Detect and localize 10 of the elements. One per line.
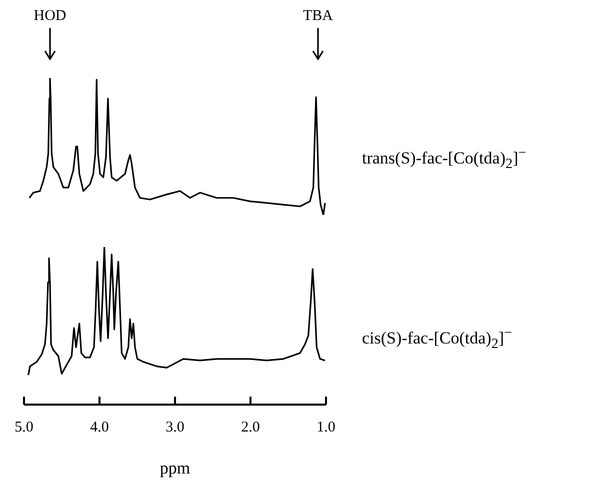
text: trans(S)-fac-[Co(tda)$_{2}$]$^{−}$ <box>362 145 526 174</box>
x-tick-label: 4.0 <box>90 420 109 436</box>
x-tick-label: 3.0 <box>166 420 184 436</box>
x-tick-label: 5.0 <box>14 420 34 436</box>
x-axis-title: ppm <box>160 458 190 478</box>
text: HOD <box>34 8 66 25</box>
text: cis(S)-fac-[Co(tda)$_{2}$]$^{−}$ <box>362 325 512 354</box>
x-tick-label: 2.0 <box>241 420 260 436</box>
text: TBA <box>303 8 333 25</box>
x-tick-label: 1.0 <box>316 420 336 436</box>
